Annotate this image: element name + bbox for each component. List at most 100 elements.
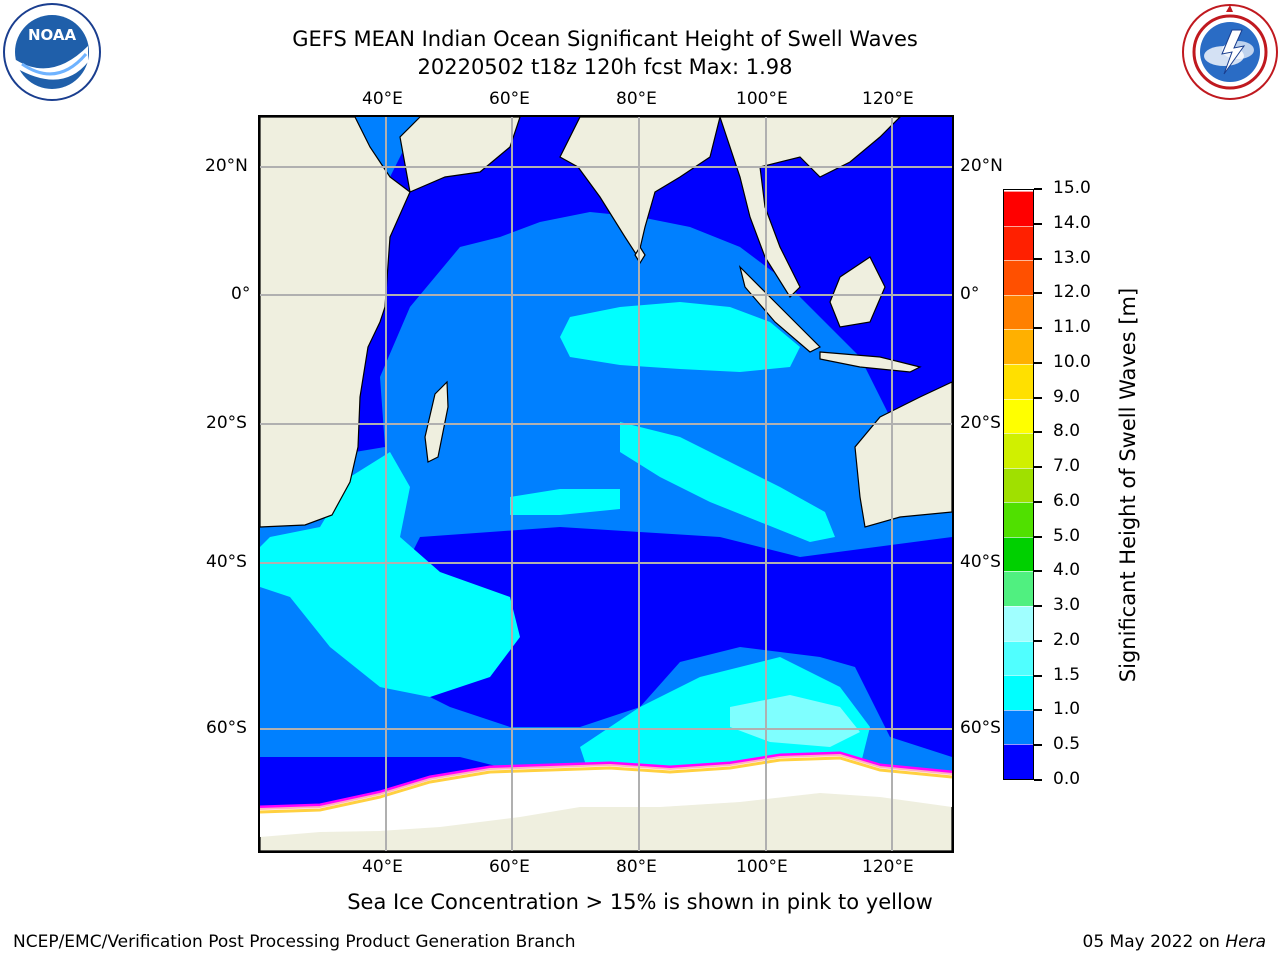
australia-land [854,381,952,528]
lon-label-top-40e: 40°E [362,89,403,109]
lon-label-top-100e: 100°E [736,89,788,109]
colorbar-tick-label: 5.0 [1053,525,1081,546]
colorbar-tick-label: 12.0 [1053,282,1091,303]
lon-label-bottom-120e: 120°E [862,857,914,877]
colorbar-tick-mark [1034,222,1042,225]
colorbar-tick-mark [1034,257,1042,260]
colorbar-segment [1004,640,1033,676]
colorbar-tick-label: 1.5 [1053,664,1081,685]
lat-label-right-0: 0° [960,284,980,304]
colorbar-segment [1004,571,1033,607]
sea-ice-edge-inner [260,756,952,814]
colorbar-tick-mark [1034,292,1042,295]
northern-ocean-low [340,117,952,452]
colorbar-segment [1004,502,1033,537]
colorbar-tick-mark [1034,396,1042,399]
colorbar-tick-mark [1034,779,1042,781]
colorbar-tick-mark [1034,500,1042,503]
colorbar-segment [1004,709,1033,745]
colorbar-tick-mark [1034,466,1042,469]
lon-label-bottom-100e: 100°E [736,857,788,877]
sumatra-land [738,265,822,353]
colorbar-tick-mark [1034,674,1042,677]
colorbar-tick-label: 9.0 [1053,386,1081,407]
noaa-logo: NOAA [2,2,102,102]
colorbar-tick-label: 8.0 [1053,421,1081,442]
colorbar-tick-mark [1034,744,1042,747]
colorbar-segment [1004,225,1033,261]
colorbar-tick-mark [1034,431,1042,434]
nws-logo [1180,2,1280,102]
lat-label-right-60s: 60°S [960,718,1001,738]
colorbar-segment [1004,363,1033,399]
southwest-swell-patch [260,452,520,697]
lon-label-top-60e: 60°E [489,89,530,109]
colorbar-segment [1004,433,1033,468]
lat-label-left-20s: 20°S [206,413,247,433]
subtropical-swell-band [620,422,835,542]
southern-ocean-low-east [800,537,952,757]
colorbar-tick-mark [1034,188,1042,190]
sea-ice-caption: Sea Ice Concentration > 15% is shown in … [347,890,933,914]
noaa-logo-text: NOAA [28,26,77,44]
colorbar-tick-label: 0.0 [1053,769,1081,789]
sea-ice-area [260,753,952,837]
colorbar-tick-mark [1034,639,1042,642]
lon-label-bottom-60e: 60°E [489,857,530,877]
java-land [819,351,922,373]
colorbar-segment [1004,398,1033,434]
lon-label-bottom-80e: 80°E [616,857,657,877]
lon-label-top-120e: 120°E [862,89,914,109]
sea-ice-edge-mid [260,753,952,810]
colorbar-tick-mark [1034,327,1042,330]
colorbar-segment [1004,294,1033,330]
chart-subtitle: 20220502 t18z 120h fcst Max: 1.98 [417,55,793,79]
footer-date: 05 May 2022 on Hera [1083,932,1267,952]
colorbar-segment [1004,536,1033,572]
lat-label-left-20n: 20°N [205,156,248,176]
colorbar-tick-label: 4.0 [1053,560,1081,581]
sea-ice-edge-outer [260,751,952,809]
sea-ice [260,751,952,837]
footer-branch: NCEP/EMC/Verification Post Processing Pr… [13,932,576,952]
swell-high-patch [730,695,860,747]
swell-mid-regions [260,302,870,787]
footer-date-text: 05 May 2022 on [1082,932,1226,952]
colorbar-tick-label: 7.0 [1053,456,1081,477]
lat-label-right-20s: 20°S [960,413,1001,433]
swell-height-map [260,117,952,851]
colorbar-segment [1004,329,1033,364]
equatorial-swell-patch [560,302,800,372]
lat-label-left-60s: 60°S [206,718,247,738]
lat-label-left-0: 0° [231,284,251,304]
mid-ocean-swell-strip [510,489,620,515]
colorbar-tick-label: 0.5 [1053,734,1081,755]
colorbar-tick-mark [1034,361,1042,364]
colorbar-tick-label: 6.0 [1053,490,1081,511]
colorbar-tick-label: 15.0 [1053,178,1091,198]
colorbar-tick-mark [1034,570,1042,573]
colorbar-tick-label: 11.0 [1053,317,1091,338]
graticule [260,117,952,851]
borneo-land [829,256,886,328]
colorbar-title: Significant Height of Swell Waves [m] [1116,287,1140,683]
footer-host: Hera [1225,932,1266,952]
lat-label-left-40s: 40°S [206,552,247,572]
colorbar-segment [1004,675,1033,710]
lat-label-right-20n: 20°N [960,156,1003,176]
colorbar-segment [1004,191,1033,226]
colorbar-tick-label: 1.0 [1053,699,1081,720]
lon-label-top-80e: 80°E [616,89,657,109]
colorbar-tick-label: 3.0 [1053,595,1081,616]
colorbar [1003,189,1034,780]
arabia-land [399,117,521,193]
colorbar-tick-label: 13.0 [1053,247,1091,268]
colorbar-tick-label: 2.0 [1053,629,1081,650]
colorbar-tick-label: 10.0 [1053,351,1091,372]
lat-label-right-40s: 40°S [960,552,1001,572]
colorbar-tick-mark [1034,535,1042,538]
colorbar-segment [1004,606,1033,641]
colorbar-segment [1004,467,1033,503]
lon-label-bottom-40e: 40°E [362,857,403,877]
madagascar-land [424,380,449,463]
